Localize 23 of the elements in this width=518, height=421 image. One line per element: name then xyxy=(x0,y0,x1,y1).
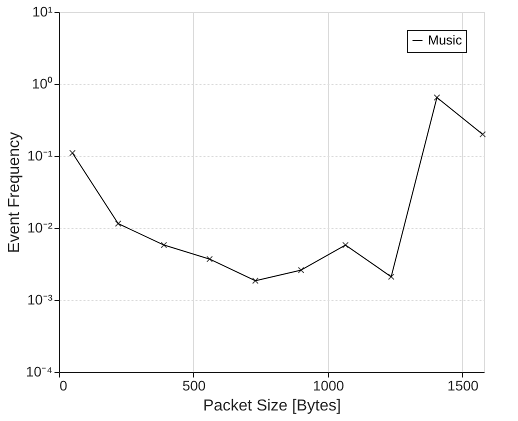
y-tick-label: 10¹ xyxy=(32,4,53,20)
y-tick-label: 10⁻³ xyxy=(27,292,53,308)
point xyxy=(342,242,349,248)
legend-label: Music xyxy=(428,32,462,48)
x-axis-title: Packet Size [Bytes] xyxy=(203,398,341,414)
point xyxy=(252,278,259,284)
x-tick-label: 500 xyxy=(182,378,206,394)
x-tick-label: 1000 xyxy=(312,378,344,394)
y-tick-label: 10⁻² xyxy=(27,220,53,236)
point xyxy=(434,94,440,101)
x-tick-label: 1500 xyxy=(447,378,479,394)
point xyxy=(298,266,304,274)
point xyxy=(479,131,486,138)
point xyxy=(388,274,394,280)
x-tick-label: 0 xyxy=(60,378,68,394)
point xyxy=(114,220,122,227)
y-tick-label: 10⁻⁴ xyxy=(26,364,52,380)
y-tick-label: 10⁻¹ xyxy=(27,148,53,164)
y-axis-title: Event Frequency xyxy=(6,132,23,253)
point xyxy=(206,256,213,262)
point xyxy=(160,242,168,248)
y-tick-label: 10⁰ xyxy=(32,76,52,92)
point xyxy=(69,150,76,156)
